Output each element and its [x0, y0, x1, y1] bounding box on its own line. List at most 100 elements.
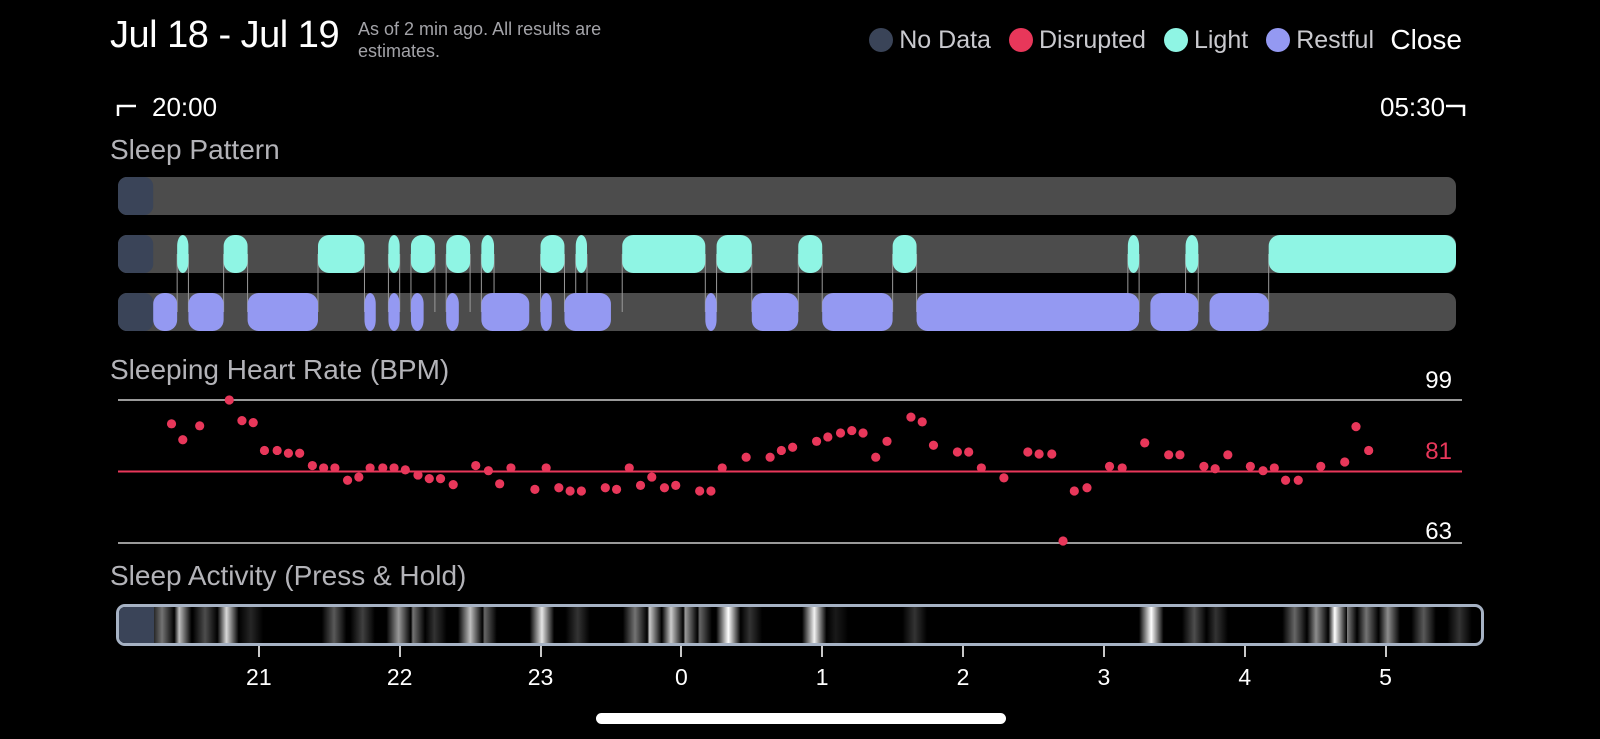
hr-point: [495, 479, 505, 489]
hr-point: [1316, 461, 1326, 471]
hr-point: [413, 470, 423, 480]
restful-segment: [410, 293, 424, 331]
light-swatch: [1163, 28, 1188, 52]
hr-point: [224, 395, 234, 405]
hr-point: [741, 452, 751, 462]
hr-point: [166, 419, 177, 429]
light-segment: [540, 235, 565, 273]
legend-label: Restful: [1296, 25, 1374, 54]
legend-label: No Data: [899, 25, 991, 54]
hr-point: [319, 463, 329, 473]
hr-point: [342, 475, 353, 485]
hr-point: [717, 463, 727, 473]
close-button[interactable]: Close: [1390, 24, 1462, 55]
hour-tick-label: 5: [1379, 664, 1392, 690]
hr-point: [178, 435, 188, 445]
hr-point: [530, 484, 540, 494]
sleep-pattern-title: Sleep Pattern: [110, 134, 280, 165]
legend-label: Light: [1193, 25, 1249, 54]
hour-tick-mark: [962, 646, 965, 657]
restful-segment: [540, 293, 552, 331]
hr-point: [237, 416, 247, 426]
light-segment: [892, 235, 917, 273]
light-segment: [410, 235, 435, 273]
hr-point: [1245, 461, 1255, 471]
restful-segment: [446, 293, 459, 331]
restful-segment: [564, 293, 611, 331]
restful-swatch: [1266, 28, 1291, 52]
hr-point: [307, 460, 317, 471]
hr-point: [1293, 475, 1303, 485]
hr-point: [365, 463, 375, 473]
hr-point: [541, 463, 551, 473]
restful-segment: [1209, 293, 1269, 331]
legend-item-no-data: No Data: [869, 26, 991, 55]
hr-point: [671, 480, 681, 491]
hr-point: [858, 428, 868, 438]
hr-point: [1082, 483, 1092, 493]
hr-point: [389, 463, 399, 473]
no-data-segment: [119, 607, 155, 643]
light-segment: [1185, 235, 1199, 273]
hour-tick-label: 21: [246, 664, 272, 690]
hr-point: [1210, 464, 1220, 474]
hour-tick-mark: [1102, 646, 1105, 657]
hr-point: [624, 463, 634, 473]
hour-tick-label: 22: [386, 664, 413, 690]
hr-point: [1034, 449, 1044, 459]
no-data-segment: [118, 235, 154, 273]
sleep-activity-strip[interactable]: [116, 604, 1484, 646]
hour-tick-mark: [1243, 646, 1246, 657]
range-end-time[interactable]: 05:30: [1380, 92, 1446, 122]
light-segment: [1268, 235, 1456, 273]
restful-segment: [188, 293, 224, 331]
restful-segment: [388, 293, 400, 331]
hr-point: [882, 436, 892, 446]
hr-point: [835, 428, 846, 438]
hr-point: [635, 480, 646, 491]
hr-point: [1223, 450, 1233, 460]
hr-point: [378, 463, 388, 473]
legend-item-restful: Restful: [1266, 26, 1374, 55]
light-segment: [798, 235, 823, 273]
hr-point: [1047, 449, 1057, 459]
hr-point: [1069, 486, 1079, 496]
hr-point: [1269, 463, 1279, 473]
light-segment: [481, 235, 495, 273]
range-start-time[interactable]: 20:00: [152, 92, 218, 122]
hr-avg-label: 81: [1425, 438, 1452, 465]
hr-point: [1175, 450, 1185, 460]
hour-tick-label: 4: [1238, 664, 1252, 690]
hr-point: [871, 452, 881, 462]
hr-point: [400, 465, 410, 475]
date-range-title: Jul 18 - Jul 19: [110, 14, 340, 56]
restful-segment: [1150, 293, 1199, 331]
hr-point: [330, 463, 340, 473]
hr-point: [788, 442, 798, 452]
hr-point: [483, 466, 494, 476]
legend-label: Disrupted: [1038, 25, 1146, 54]
restful-segment: [705, 293, 717, 331]
hr-point: [706, 486, 716, 496]
hour-tick-label: 3: [1097, 664, 1111, 690]
hr-point: [695, 486, 705, 496]
restful-segment: [364, 293, 376, 331]
no-data-swatch: [869, 28, 894, 52]
hr-point: [448, 480, 458, 490]
hr-point: [354, 472, 364, 482]
hr-point: [647, 472, 657, 482]
hr-point: [611, 484, 622, 494]
hour-tick-mark: [680, 646, 683, 657]
hr-point: [1058, 536, 1068, 546]
home-indicator[interactable]: [596, 713, 1006, 724]
restful-segment: [916, 293, 1140, 331]
light-segment: [317, 235, 365, 273]
restful-segment: [153, 293, 178, 331]
hr-point: [1258, 466, 1268, 476]
hr-point: [1023, 447, 1033, 457]
light-segment: [388, 235, 400, 273]
hour-tick-label: 0: [674, 664, 688, 690]
hr-point: [1199, 461, 1209, 471]
